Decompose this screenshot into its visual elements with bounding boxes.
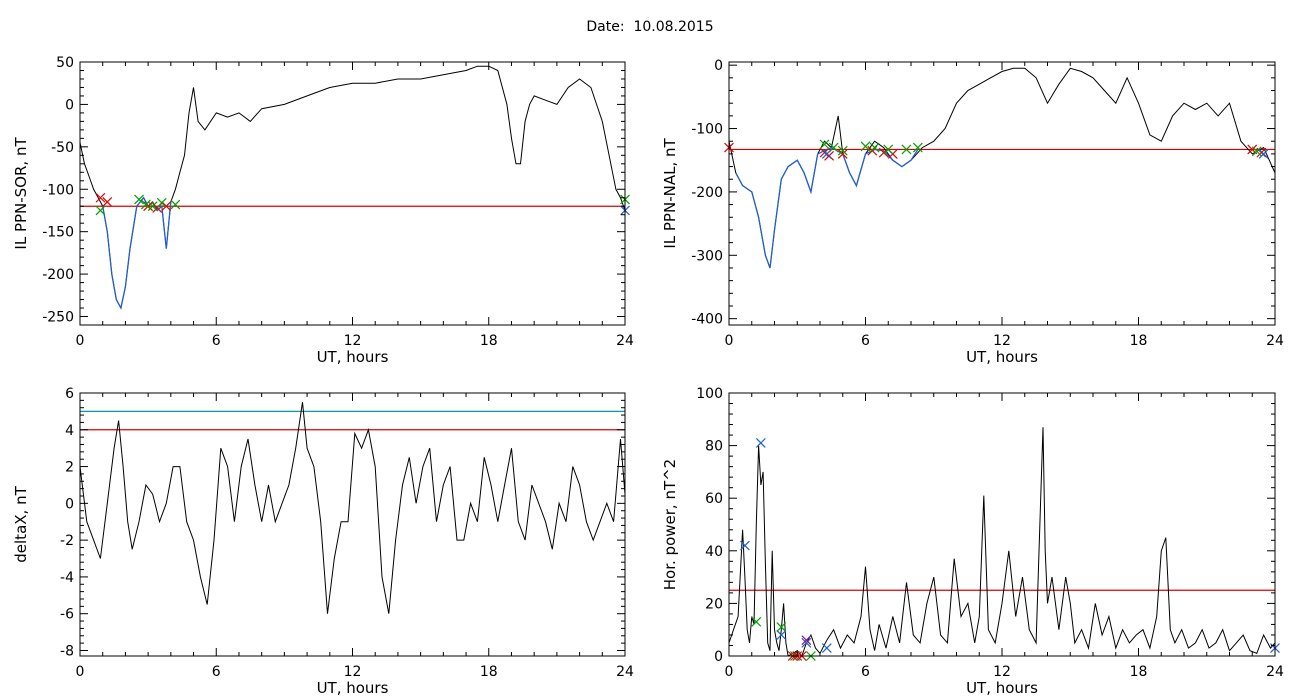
x-tick-label: 24: [616, 333, 634, 349]
y-tick-label: -200: [691, 185, 723, 201]
y-tick-label: 50: [56, 55, 74, 71]
y-tick-label: -150: [42, 225, 74, 241]
x-tick-label: 12: [993, 664, 1011, 680]
event-marker: [147, 201, 158, 212]
y-tick-label: 80: [705, 439, 723, 455]
plot-frame: [79, 392, 626, 657]
event-marker: [869, 142, 880, 153]
event-marker: [755, 438, 766, 448]
y-tick-label: -4: [60, 570, 74, 586]
y-axis-label: IL PPN-SOR, nT: [12, 137, 30, 250]
x-tick-label: 24: [1266, 333, 1284, 349]
y-tick-label: -400: [691, 312, 723, 328]
x-tick-label: 12: [344, 333, 362, 349]
event-marker: [751, 616, 762, 627]
y-tick-label: -6: [60, 607, 74, 623]
event-marker: [801, 637, 812, 648]
y-tick-label: -300: [691, 248, 723, 264]
event-marker: [821, 148, 832, 159]
event-marker: [837, 145, 848, 156]
event-marker: [821, 643, 832, 654]
y-tick-label: 20: [705, 596, 723, 612]
event-marker: [837, 148, 848, 159]
series-line-2: [102, 196, 172, 310]
y-axis-label: Hor. power, nT^2: [661, 459, 679, 590]
event-marker: [819, 139, 830, 150]
y-tick-label: -8: [60, 643, 74, 659]
event-marker: [1251, 146, 1262, 157]
x-tick-label: 0: [725, 664, 734, 680]
event-marker: [102, 197, 113, 207]
x-tick-label: 18: [480, 333, 498, 349]
y-tick-label: -200: [42, 267, 74, 283]
x-tick-label: 6: [212, 664, 221, 680]
event-marker: [161, 201, 172, 212]
series-line-1: [80, 65, 625, 310]
x-tick-label: 18: [480, 664, 498, 680]
y-tick-label: 0: [714, 649, 723, 665]
event-marker: [170, 199, 181, 210]
x-tick-label: 0: [76, 333, 85, 349]
event-marker: [860, 141, 871, 152]
x-tick-label: 24: [616, 664, 634, 680]
chart-panel-4: 0 6 12 18 24 0 20 40 60 80 100 UT, hours Hor. power,…: [661, 386, 1284, 697]
series-line-1: [80, 402, 625, 614]
event-marker: [776, 630, 787, 640]
event-marker: [901, 144, 912, 155]
x-tick-label: 12: [344, 664, 362, 680]
x-tick-label: 24: [1266, 664, 1284, 680]
x-tick-label: 12: [993, 333, 1011, 349]
event-marker: [140, 199, 151, 210]
y-tick-label: 0: [65, 97, 74, 113]
series-line-1: [729, 67, 1275, 269]
x-tick-label: 18: [1130, 333, 1148, 349]
y-axis-label: IL PPN-NAL, nT: [661, 138, 679, 249]
chart-panel-2: 0 6 12 18 24 -400 -300 -200 -100 0 UT, hours IL PPN…: [661, 58, 1284, 366]
x-tick-label: 0: [725, 333, 734, 349]
event-marker: [819, 147, 830, 158]
x-axis-label: UT, hours: [317, 348, 389, 366]
y-tick-label: -50: [51, 140, 74, 156]
event-marker: [883, 144, 894, 155]
x-axis-label: UT, hours: [966, 679, 1038, 697]
x-tick-label: 6: [861, 664, 870, 680]
y-tick-label: -100: [42, 182, 74, 198]
event-marker: [912, 142, 923, 153]
y-tick-label: 40: [705, 544, 723, 560]
event-marker: [878, 147, 889, 158]
event-marker: [776, 622, 787, 632]
event-marker: [740, 540, 750, 551]
series-line-2: [735, 146, 919, 269]
x-tick-label: 6: [212, 333, 221, 349]
y-tick-label: -100: [691, 122, 723, 138]
y-tick-label: 100: [696, 386, 723, 402]
x-tick-label: 18: [1130, 664, 1148, 680]
chart-panel-1: 0 6 12 18 24 -250 -200 -150 -100 -50 0 50 UT, hours I…: [12, 55, 634, 366]
event-marker: [95, 205, 106, 216]
event-marker: [134, 194, 144, 205]
event-marker: [1258, 148, 1269, 159]
y-tick-label: 6: [65, 386, 74, 402]
y-axis-label: deltaX, nT: [12, 485, 30, 562]
plot-frame: [728, 392, 1276, 657]
event-marker: [156, 197, 167, 208]
page-title: Date: 10.08.2015: [586, 19, 714, 35]
y-tick-label: 2: [65, 460, 74, 476]
x-axis-label: UT, hours: [966, 348, 1038, 366]
y-tick-label: 0: [714, 58, 723, 74]
event-marker: [801, 635, 812, 646]
y-tick-label: -250: [42, 310, 74, 326]
y-tick-label: 0: [65, 496, 74, 512]
series-line-1: [729, 427, 1275, 656]
y-tick-label: 60: [705, 491, 723, 507]
x-tick-label: 6: [861, 333, 870, 349]
plot-frame: [79, 61, 626, 326]
x-tick-label: 0: [76, 664, 85, 680]
y-tick-label: 4: [65, 423, 74, 439]
y-tick-label: -2: [60, 533, 74, 549]
event-marker: [95, 192, 106, 203]
x-axis-label: UT, hours: [317, 679, 389, 697]
